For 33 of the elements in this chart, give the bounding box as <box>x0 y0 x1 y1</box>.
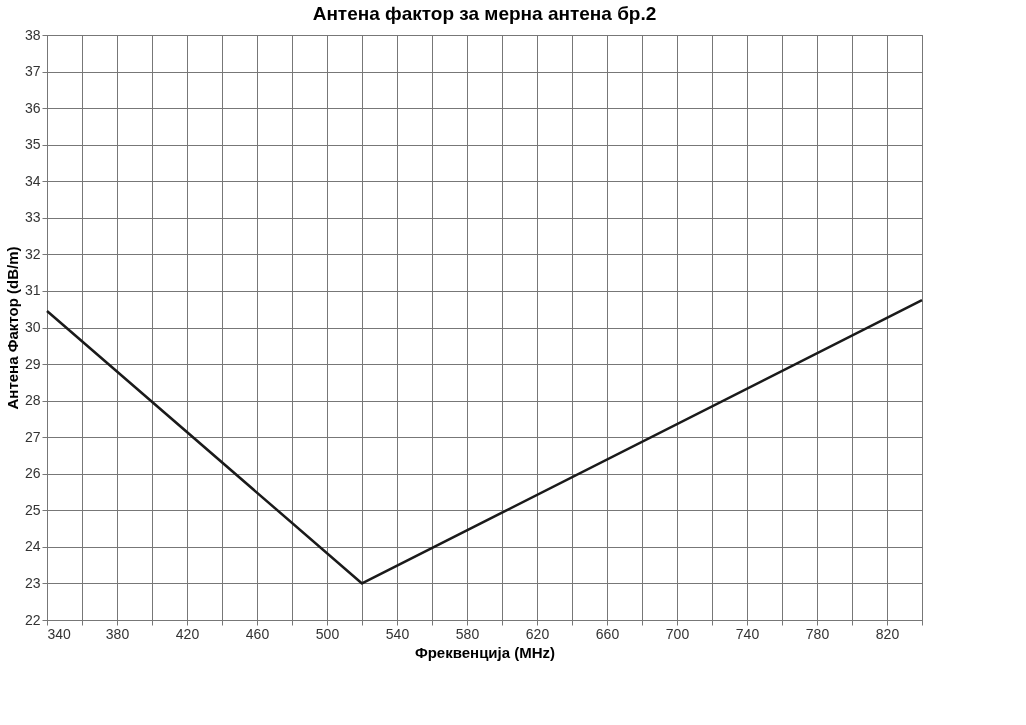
x-axis-title: Фреквенција (MHz) <box>414 643 556 661</box>
y-axis-title: Антена Фактор (dB/m) <box>3 246 21 410</box>
y-tick-label: 35 <box>24 136 41 153</box>
y-tick-label: 37 <box>24 63 41 80</box>
y-tick-label: 29 <box>24 355 41 372</box>
y-tick-label: 23 <box>24 574 41 591</box>
x-tick-label: 340 <box>47 625 72 642</box>
x-tick-label: 820 <box>875 625 900 642</box>
x-tick-label: 420 <box>175 625 200 642</box>
x-tick-label: 580 <box>455 625 480 642</box>
y-tick-label: 38 <box>24 26 41 43</box>
y-tick-label: 34 <box>24 172 41 189</box>
y-tick-label: 33 <box>24 209 41 226</box>
x-tick-label: 700 <box>665 625 690 642</box>
y-tick-label: 31 <box>24 282 41 299</box>
x-tick-label: 380 <box>105 625 130 642</box>
x-tick-label: 460 <box>245 625 270 642</box>
y-tick-label: 22 <box>24 611 41 628</box>
y-tick-label: 30 <box>24 319 41 335</box>
y-tick-label: 24 <box>24 538 41 555</box>
y-tick-label: 27 <box>24 428 41 445</box>
y-tick-label: 25 <box>24 501 41 518</box>
y-tick-label: 28 <box>24 392 41 409</box>
y-tick-label: 36 <box>24 99 41 116</box>
x-tick-label: 540 <box>385 625 410 642</box>
x-tick-label: 500 <box>315 625 340 642</box>
x-tick-label: 740 <box>735 625 760 642</box>
x-tick-label: 780 <box>805 625 830 642</box>
x-tick-label: 620 <box>525 625 550 642</box>
x-tick-label: 660 <box>595 625 620 642</box>
y-tick-label: 32 <box>24 245 41 262</box>
y-tick-label: 26 <box>24 465 41 482</box>
chart-title: Антена фактор за мерна антена бр.2 <box>312 3 657 24</box>
